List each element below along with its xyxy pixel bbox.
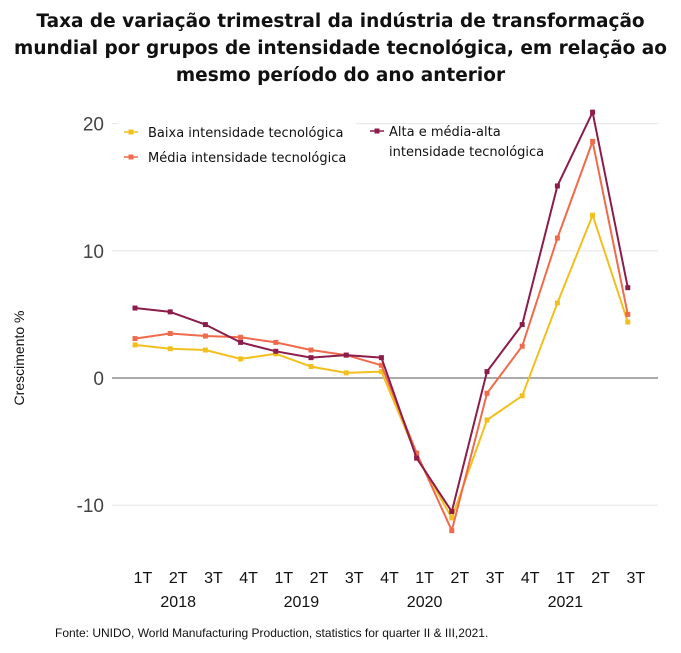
x-tick-label: 1T [274, 570, 293, 587]
data-point [167, 346, 173, 352]
legend-entry: Alta e média-alta intensidade tecnológica [370, 125, 544, 160]
data-point [167, 330, 173, 336]
data-point [238, 356, 244, 362]
x-tick-label: 4T [239, 570, 258, 587]
y-tick-label: 0 [93, 369, 104, 390]
legend-label: Baixa intensidade tecnológica [148, 126, 343, 141]
x-tick-label: 2T [169, 570, 188, 587]
data-point [554, 300, 560, 306]
x-year-label: 2020 [407, 594, 443, 611]
data-point [343, 352, 349, 358]
x-tick-label: 3T [626, 570, 645, 587]
data-point [625, 311, 631, 317]
legend-label: intensidade tecnológica [389, 145, 544, 160]
y-axis-label: Crescimento % [11, 311, 27, 406]
data-point [202, 322, 208, 328]
source-note: Fonte: UNIDO, World Manufacturing Produc… [55, 626, 489, 640]
x-tick-label: 2T [310, 570, 329, 587]
data-point [590, 109, 596, 115]
data-point [414, 450, 420, 456]
data-point [449, 515, 455, 521]
data-point [308, 364, 314, 370]
data-point [308, 347, 314, 353]
data-point [484, 369, 490, 375]
data-point [378, 355, 384, 361]
data-point [625, 285, 631, 291]
x-tick-label: 3T [204, 570, 223, 587]
legend-swatch-marker [128, 154, 134, 160]
x-tick-label: 1T [134, 570, 153, 587]
legend-entry: Baixa intensidade tecnológica [124, 126, 343, 141]
data-point [308, 355, 314, 361]
data-point [449, 528, 455, 534]
x-ticks: 1T 2T 3T 4T 1T 2T 3T 4T 1T 2T 3T 4T 1T 2T 3T 2018 2019 20… [134, 570, 646, 611]
legend-background [118, 112, 356, 170]
data-point [343, 370, 349, 376]
legend-label: Alta e média-alta [389, 125, 501, 140]
x-tick-label: 1T [556, 570, 575, 587]
x-year-label: 2021 [548, 594, 584, 611]
x-tick-label: 4T [521, 570, 540, 587]
x-tick-label: 2T [591, 570, 610, 587]
series-3 [132, 109, 631, 515]
data-point [132, 305, 138, 311]
data-point [273, 348, 279, 354]
y-tick-label: 20 [83, 115, 104, 136]
data-point [519, 322, 525, 328]
x-tick-label: 1T [415, 570, 434, 587]
data-point [202, 347, 208, 353]
series-group [132, 109, 631, 534]
data-point [554, 183, 560, 189]
y-tick-label: -10 [77, 496, 104, 517]
y-tick-label: 10 [83, 242, 104, 263]
data-point [202, 333, 208, 339]
legend-swatch-marker [374, 128, 380, 134]
data-point [590, 138, 596, 144]
data-point [625, 319, 631, 325]
data-point [484, 390, 490, 396]
chart-title: Taxa de variação trimestral da indústria… [14, 11, 667, 86]
y-ticks: -10 0 10 20 [77, 115, 104, 518]
data-point [167, 309, 173, 315]
data-point [414, 455, 420, 461]
x-tick-label: 3T [486, 570, 505, 587]
x-year-label: 2019 [284, 594, 320, 611]
data-point [449, 509, 455, 515]
data-point [590, 212, 596, 218]
data-point [132, 336, 138, 342]
legend-entry: Média intensidade tecnológica [124, 151, 346, 166]
x-year-label: 2018 [160, 594, 196, 611]
data-point [519, 343, 525, 349]
data-point [484, 417, 490, 423]
legend-swatch-marker [128, 129, 134, 135]
legend: Baixa intensidade tecnológica Média inten… [118, 112, 544, 170]
x-tick-label: 3T [345, 570, 364, 587]
data-point [378, 369, 384, 375]
data-point [238, 334, 244, 340]
data-point [132, 342, 138, 348]
data-point [519, 393, 525, 399]
data-point [378, 362, 384, 368]
data-point [273, 351, 279, 357]
gridlines [112, 123, 658, 506]
data-point [238, 339, 244, 345]
x-tick-label: 2T [450, 570, 469, 587]
data-point [554, 235, 560, 241]
legend-label: Média intensidade tecnológica [148, 151, 346, 166]
data-point [273, 339, 279, 345]
series-2 [132, 138, 631, 534]
x-tick-label: 4T [380, 570, 399, 587]
